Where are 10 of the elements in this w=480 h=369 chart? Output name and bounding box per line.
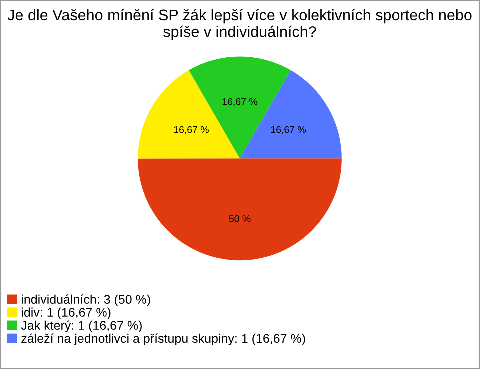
- legend-label: záleží na jednotlivci a přístupu skupiny: 1 (16,67 %): [22, 334, 306, 346]
- data-label: 16,67 %: [222, 98, 258, 106]
- data-label: 16,67 %: [174, 126, 209, 134]
- legend-label: individuálních: 3 (50 %): [22, 294, 150, 306]
- legend-label: Jak který: 1 (16,67 %): [21, 320, 142, 332]
- chart-title: Je dle Vašeho mínění SP žák lepší více v kolektivních sportech nebo spíše v individuálních?: [8, 9, 472, 40]
- legend-label: idiv: 1 (16,67 %): [22, 308, 111, 320]
- pie-slice: [138, 158, 342, 261]
- data-label: 50 %: [229, 216, 251, 222]
- data-label: 16,67 %: [271, 126, 306, 134]
